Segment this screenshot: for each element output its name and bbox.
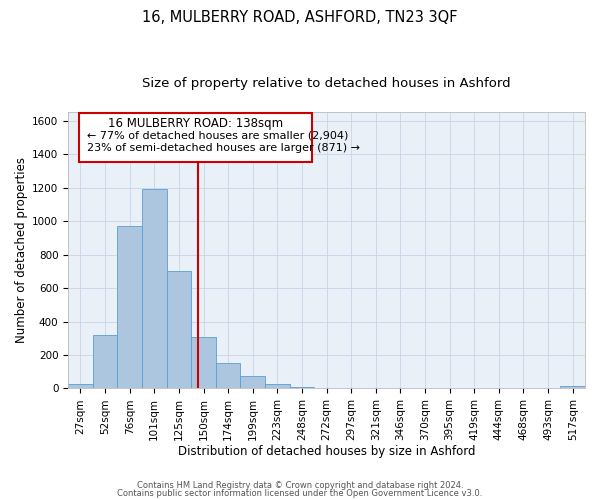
Bar — [93, 335, 118, 388]
Bar — [560, 386, 585, 388]
Title: Size of property relative to detached houses in Ashford: Size of property relative to detached ho… — [142, 78, 511, 90]
Text: 16, MULBERRY ROAD, ASHFORD, TN23 3QF: 16, MULBERRY ROAD, ASHFORD, TN23 3QF — [142, 10, 458, 25]
Text: ← 77% of detached houses are smaller (2,904): ← 77% of detached houses are smaller (2,… — [87, 130, 348, 140]
Bar — [68, 384, 93, 388]
Bar — [118, 226, 142, 388]
Y-axis label: Number of detached properties: Number of detached properties — [15, 158, 28, 344]
FancyBboxPatch shape — [79, 113, 312, 162]
Bar — [142, 188, 167, 388]
Bar — [265, 384, 290, 388]
Text: 16 MULBERRY ROAD: 138sqm: 16 MULBERRY ROAD: 138sqm — [108, 116, 283, 130]
Bar — [216, 364, 241, 388]
Text: Contains HM Land Registry data © Crown copyright and database right 2024.: Contains HM Land Registry data © Crown c… — [137, 481, 463, 490]
X-axis label: Distribution of detached houses by size in Ashford: Distribution of detached houses by size … — [178, 444, 475, 458]
Bar — [241, 376, 265, 388]
Bar — [191, 336, 216, 388]
Bar — [290, 387, 314, 388]
Text: Contains public sector information licensed under the Open Government Licence v3: Contains public sector information licen… — [118, 488, 482, 498]
Text: 23% of semi-detached houses are larger (871) →: 23% of semi-detached houses are larger (… — [87, 144, 360, 154]
Bar — [167, 272, 191, 388]
